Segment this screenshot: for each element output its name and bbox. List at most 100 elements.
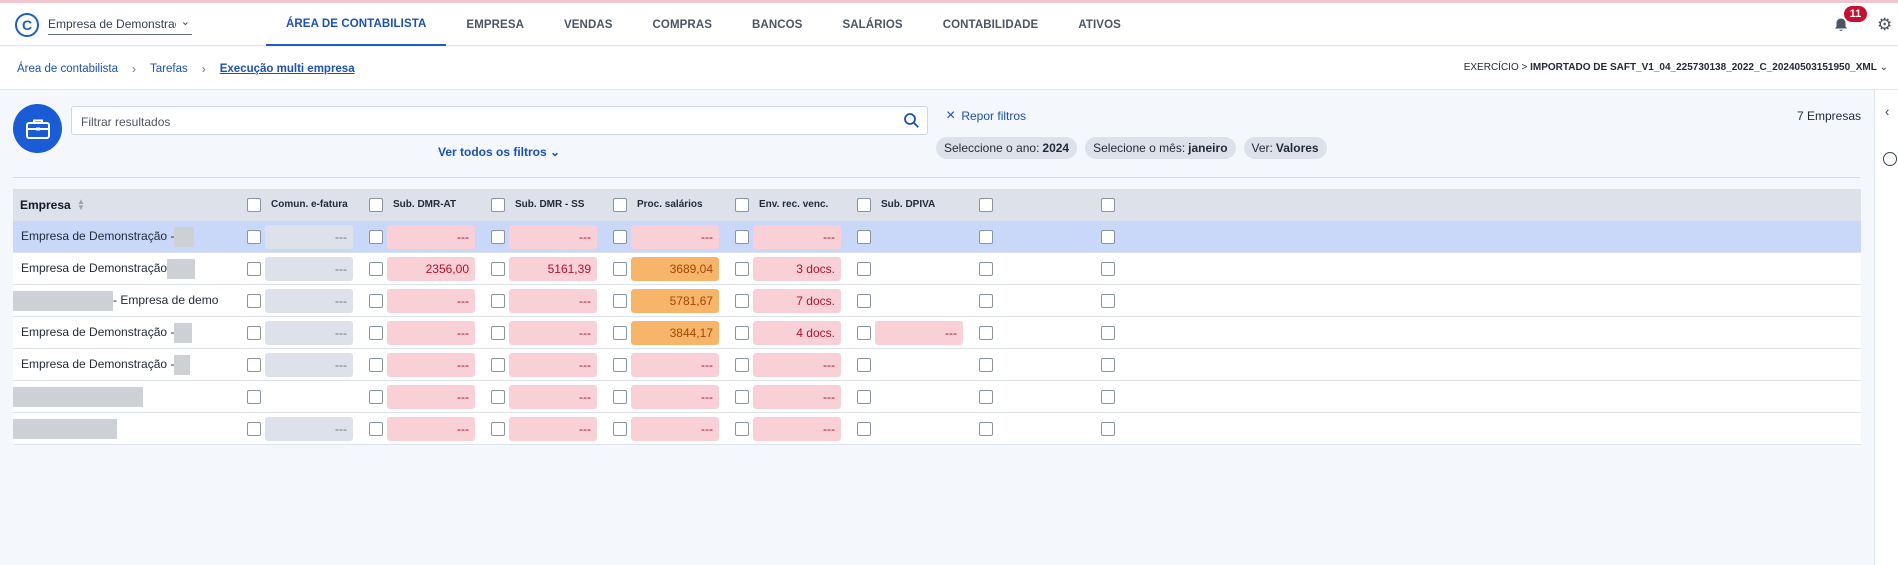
- row-checkbox[interactable]: [735, 390, 749, 404]
- cell-value[interactable]: ---: [753, 385, 841, 409]
- info-icon[interactable]: [1883, 152, 1897, 166]
- row-checkbox[interactable]: [247, 390, 261, 404]
- cell-value[interactable]: ---: [265, 321, 353, 345]
- row-checkbox[interactable]: [247, 422, 261, 436]
- row-checkbox[interactable]: [735, 358, 749, 372]
- cell-value[interactable]: ---: [265, 417, 353, 441]
- row-checkbox[interactable]: [979, 262, 993, 276]
- cell-value[interactable]: ---: [631, 225, 719, 249]
- search-input[interactable]: Filtrar resultados: [71, 106, 928, 135]
- row-checkbox[interactable]: [857, 326, 871, 340]
- exercise-selector[interactable]: EXERCÍCIO > IMPORTADO DE SAFT_V1_04_2257…: [1464, 62, 1888, 73]
- nav-item[interactable]: CONTABILIDADE: [942, 18, 1039, 31]
- row-checkbox[interactable]: [979, 326, 993, 340]
- sort-icon[interactable]: ▲ ▼: [77, 197, 85, 212]
- row-checkbox[interactable]: [735, 326, 749, 340]
- cell-value[interactable]: ---: [509, 417, 597, 441]
- row-checkbox[interactable]: [979, 422, 993, 436]
- nav-item[interactable]: ÁREA DE CONTABILISTA: [266, 3, 447, 46]
- row-checkbox[interactable]: [979, 358, 993, 372]
- cell-value[interactable]: 2356,00: [387, 257, 475, 281]
- filter-chip[interactable]: Seleccione o ano: 2024: [936, 137, 1078, 159]
- cell-value[interactable]: ---: [265, 353, 353, 377]
- nav-item[interactable]: EMPRESA: [466, 18, 524, 31]
- row-checkbox[interactable]: [491, 390, 505, 404]
- cell-value[interactable]: 5781,67: [631, 289, 719, 313]
- row-checkbox[interactable]: [613, 294, 627, 308]
- table-row[interactable]: --- --- --- --- ---: [13, 413, 1861, 445]
- nav-item[interactable]: COMPRAS: [652, 18, 713, 31]
- cell-value[interactable]: ---: [509, 289, 597, 313]
- row-checkbox[interactable]: [247, 230, 261, 244]
- row-checkbox[interactable]: [1101, 294, 1115, 308]
- row-checkbox[interactable]: [857, 422, 871, 436]
- row-checkbox[interactable]: [613, 230, 627, 244]
- row-checkbox[interactable]: [613, 262, 627, 276]
- breadcrumb-item-tasks[interactable]: Tarefas: [150, 63, 188, 75]
- column-select-checkbox[interactable]: [613, 198, 627, 212]
- row-checkbox[interactable]: [857, 262, 871, 276]
- reset-filters-button[interactable]: × Repor filtros: [946, 108, 1026, 124]
- chevron-left-icon[interactable]: ‹: [1885, 104, 1890, 119]
- row-checkbox[interactable]: [247, 358, 261, 372]
- row-checkbox[interactable]: [613, 358, 627, 372]
- cell-value[interactable]: ---: [387, 289, 475, 313]
- cell-value[interactable]: ---: [265, 289, 353, 313]
- cell-value[interactable]: ---: [387, 417, 475, 441]
- company-name[interactable]: - Empresa de demo: [13, 291, 218, 311]
- cell-value[interactable]: 3689,04: [631, 257, 719, 281]
- filter-chip[interactable]: Ver: Valores: [1243, 137, 1327, 159]
- cell-value[interactable]: ---: [509, 353, 597, 377]
- row-checkbox[interactable]: [979, 230, 993, 244]
- cell-value[interactable]: 3844,17: [631, 321, 719, 345]
- row-checkbox[interactable]: [1101, 230, 1115, 244]
- bell-icon[interactable]: [1833, 17, 1849, 33]
- table-row[interactable]: Empresa de Demonstração - --- --- --- --- ---: [13, 349, 1861, 381]
- table-row[interactable]: - Empresa de demo --- --- --- 5781,67 7 docs.: [13, 285, 1861, 317]
- cell-value[interactable]: 3 docs.: [753, 257, 841, 281]
- cell-value[interactable]: ---: [265, 225, 353, 249]
- row-checkbox[interactable]: [369, 262, 383, 276]
- row-checkbox[interactable]: [247, 294, 261, 308]
- row-checkbox[interactable]: [1101, 262, 1115, 276]
- cell-value[interactable]: ---: [509, 321, 597, 345]
- table-row[interactable]: Empresa de Demonstração - --- --- --- --- ---: [13, 221, 1861, 253]
- row-checkbox[interactable]: [1101, 390, 1115, 404]
- filter-chip[interactable]: Selecione o mês: janeiro: [1085, 137, 1236, 159]
- row-checkbox[interactable]: [369, 422, 383, 436]
- row-checkbox[interactable]: [1101, 358, 1115, 372]
- row-checkbox[interactable]: [735, 262, 749, 276]
- row-checkbox[interactable]: [1101, 422, 1115, 436]
- nav-item[interactable]: SALÁRIOS: [842, 18, 903, 31]
- row-checkbox[interactable]: [857, 230, 871, 244]
- cell-value[interactable]: ---: [631, 353, 719, 377]
- cell-value[interactable]: ---: [387, 353, 475, 377]
- row-checkbox[interactable]: [491, 326, 505, 340]
- nav-item[interactable]: VENDAS: [564, 18, 613, 31]
- column-select-checkbox[interactable]: [491, 198, 505, 212]
- gear-icon[interactable]: ⚙: [1877, 15, 1893, 34]
- row-checkbox[interactable]: [369, 358, 383, 372]
- see-all-filters-link[interactable]: Ver todos os filtros ⌄: [438, 145, 560, 159]
- cell-value[interactable]: ---: [753, 353, 841, 377]
- row-checkbox[interactable]: [857, 294, 871, 308]
- row-checkbox[interactable]: [613, 390, 627, 404]
- row-checkbox[interactable]: [735, 422, 749, 436]
- column-select-checkbox[interactable]: [735, 198, 749, 212]
- row-checkbox[interactable]: [1101, 326, 1115, 340]
- company-name[interactable]: [13, 419, 117, 439]
- company-name[interactable]: Empresa de Demonstração -: [21, 355, 191, 375]
- row-checkbox[interactable]: [491, 230, 505, 244]
- row-checkbox[interactable]: [979, 294, 993, 308]
- row-checkbox[interactable]: [247, 262, 261, 276]
- search-icon[interactable]: [903, 112, 920, 129]
- company-name[interactable]: Empresa de Demonstração -: [21, 323, 193, 343]
- breadcrumb-item-current[interactable]: Execução multi empresa: [219, 63, 355, 75]
- row-checkbox[interactable]: [369, 294, 383, 308]
- row-checkbox[interactable]: [247, 326, 261, 340]
- cell-value[interactable]: ---: [631, 417, 719, 441]
- nav-item[interactable]: BANCOS: [752, 18, 803, 31]
- column-select-checkbox[interactable]: [979, 198, 993, 212]
- cell-value[interactable]: ---: [753, 417, 841, 441]
- cell-value[interactable]: ---: [387, 321, 475, 345]
